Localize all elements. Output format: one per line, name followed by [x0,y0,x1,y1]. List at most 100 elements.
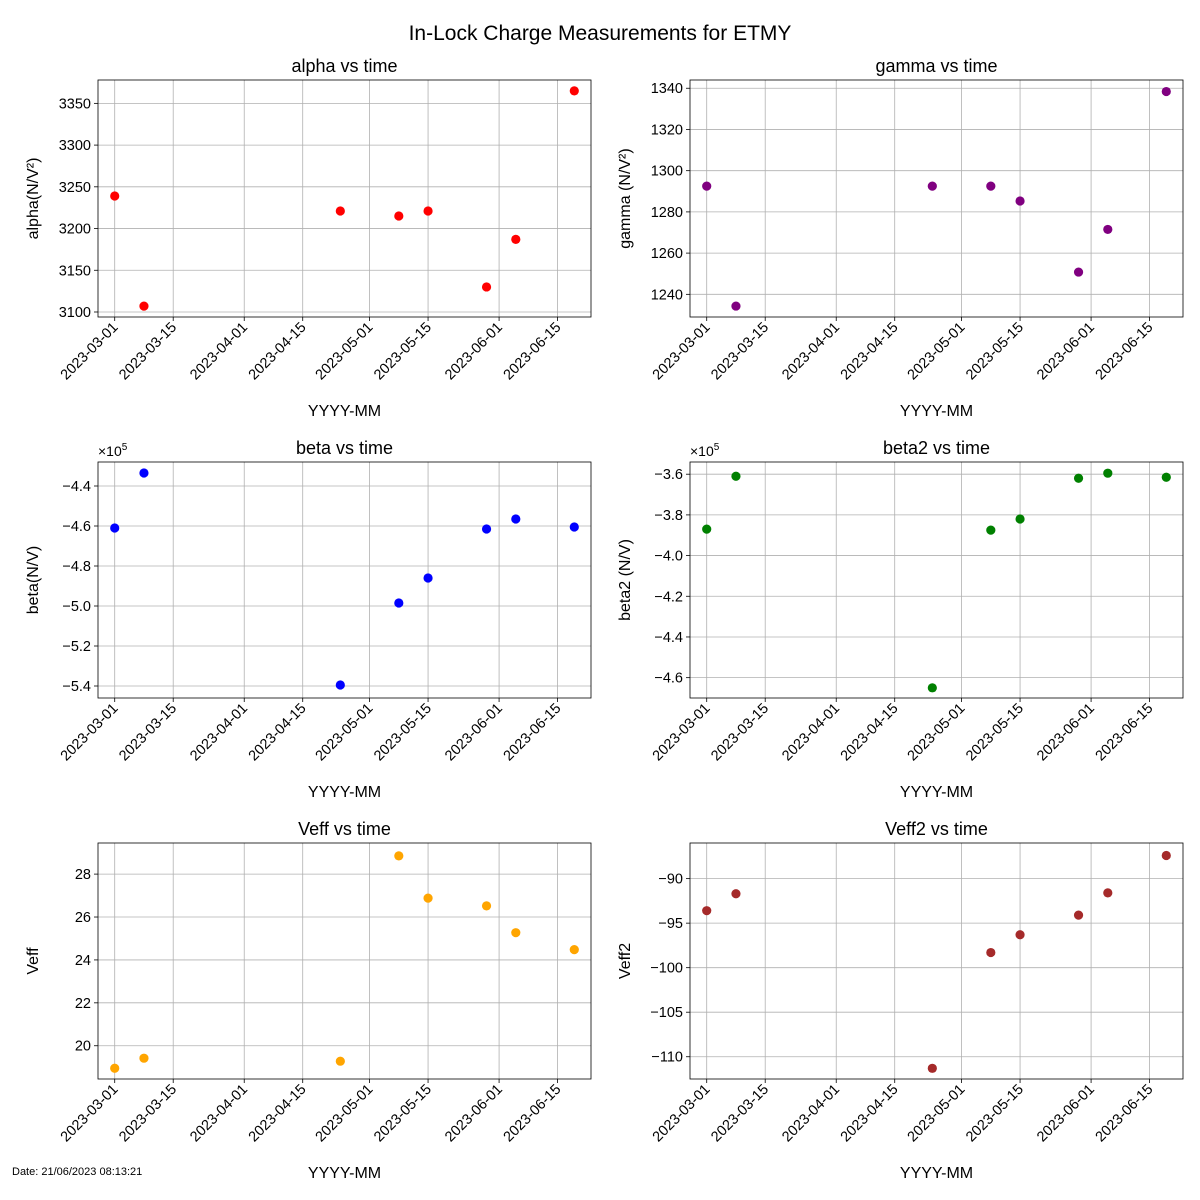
alpha-data-point [335,206,345,216]
alpha-xtick-label: 2023-03-15 [116,320,180,384]
figure-suptitle: In-Lock Charge Measurements for ETMY [409,22,792,45]
beta-ytick-label: −4.6 [62,519,91,535]
beta-ylabel: beta(N/V) [25,546,42,614]
veff2-data-point [1103,888,1113,898]
veff2-data-point [1073,910,1084,920]
gamma-xtick-label: 2023-06-01 [1034,320,1098,384]
gamma-ytick-label: 1260 [651,246,683,262]
veff2-xtick-label: 2023-05-01 [905,1082,969,1146]
alpha-xtick-label: 2023-05-01 [313,320,377,384]
beta-data-point [569,522,579,532]
veff2-ytick-label: −90 [658,872,683,888]
veff-xtick-label: 2023-05-15 [371,1082,435,1146]
beta2-data-point [1073,473,1084,483]
veff-ylabel: Veff [25,947,42,975]
gamma-xtick-label: 2023-06-15 [1093,320,1157,384]
gamma-xtick-label: 2023-04-01 [779,320,843,384]
gamma-xtick-label: 2023-05-01 [905,320,969,384]
veff-data-point [423,893,433,903]
beta-xtick-label: 2023-04-01 [187,701,251,765]
beta2-ytick-label: −3.6 [654,467,683,483]
alpha-xtick-label: 2023-06-15 [501,320,565,384]
veff-data-point [110,1063,120,1073]
veff-ytick-label: 20 [75,1039,91,1055]
alpha-data-point [394,211,404,221]
beta2-xtick-label: 2023-04-15 [838,701,902,765]
beta2-data-point [1161,472,1171,482]
veff-data-point [569,945,579,955]
gamma-data-point [927,181,937,191]
veff2-xtick-label: 2023-06-15 [1093,1082,1157,1146]
veff2-plot-frame [689,842,1184,1080]
beta2-title: beta2 vs time [883,438,990,458]
veff2-ytick-label: −110 [651,1050,683,1066]
gamma-ytick-label: 1240 [651,287,683,303]
alpha-ytick-label: 3250 [59,180,91,196]
beta-ytick-label: −5.2 [62,639,91,655]
veff2-ylabel: Veff2 [617,943,634,979]
beta2-data-point [731,471,741,481]
chart-panels: 3100315032003250330033502023-03-012023-0… [25,56,1184,1182]
beta-xlabel: YYYY-MM [308,784,381,801]
gamma-data-point [1073,267,1084,277]
beta-data-point [423,573,433,583]
alpha-ytick-label: 3200 [59,222,91,238]
beta-ytick-label: −5.4 [62,679,91,695]
beta2-xtick-label: 2023-06-15 [1093,701,1157,765]
gamma-ytick-label: 1280 [651,205,683,221]
beta2-data-point [1103,468,1113,478]
beta-data-point [511,514,521,524]
beta-data-point [110,523,120,533]
beta2-data-point [702,524,712,534]
alpha-xtick-label: 2023-03-01 [58,320,122,384]
beta-data-point [139,468,149,478]
veff-data-point [139,1053,149,1063]
veff2-data-point [986,947,996,958]
gamma-data-point [1103,224,1113,235]
alpha-ytick-label: 3300 [59,138,91,154]
alpha-xtick-label: 2023-05-15 [371,320,435,384]
gamma-title: gamma vs time [875,56,997,76]
gamma-xtick-label: 2023-03-01 [650,320,714,384]
gamma-xtick-label: 2023-05-15 [963,320,1027,384]
veff-xtick-label: 2023-03-01 [58,1082,122,1146]
alpha-xlabel: YYYY-MM [308,403,381,420]
gamma-data-point [731,301,741,311]
gamma-data-point [1015,196,1025,206]
veff2-data-point [731,889,741,899]
beta2-xtick-label: 2023-06-01 [1034,701,1098,765]
beta-xtick-label: 2023-04-15 [246,701,310,765]
beta-data-point [394,598,404,608]
alpha-xtick-label: 2023-06-01 [442,320,506,384]
veff-xtick-label: 2023-06-15 [501,1082,565,1146]
beta2-xtick-label: 2023-04-01 [779,701,843,765]
beta2-xtick-label: 2023-03-01 [650,701,714,765]
beta2-data-point [1015,514,1025,524]
veff2-title: Veff2 vs time [885,819,988,839]
veff2-data-point [702,906,712,916]
veff2-xtick-label: 2023-04-01 [779,1082,843,1146]
beta-offset-text: ×105 [98,442,128,459]
veff2-xtick-label: 2023-03-15 [708,1082,772,1146]
alpha-ytick-label: 3100 [59,305,91,321]
alpha-data-point [423,206,433,216]
veff-data-point [394,851,404,861]
gamma-ylabel: gamma (N/V²) [617,148,634,248]
gamma-ytick-label: 1320 [651,122,683,138]
beta2-ylabel: beta2 (N/V) [617,539,634,621]
veff-ytick-label: 26 [75,910,91,926]
veff2-xtick-label: 2023-04-15 [838,1082,902,1146]
gamma-plot-frame [689,79,1184,318]
alpha-data-point [481,282,492,292]
gamma-xtick-label: 2023-04-15 [838,320,902,384]
gamma-xtick-label: 2023-03-15 [708,320,772,384]
beta-xtick-label: 2023-06-15 [501,701,565,765]
beta2-ytick-label: −4.0 [654,549,683,565]
veff2-ytick-label: −95 [658,916,683,932]
veff2-ytick-label: −105 [650,1005,683,1021]
veff-ytick-label: 22 [75,996,91,1012]
alpha-title: alpha vs time [291,56,397,76]
